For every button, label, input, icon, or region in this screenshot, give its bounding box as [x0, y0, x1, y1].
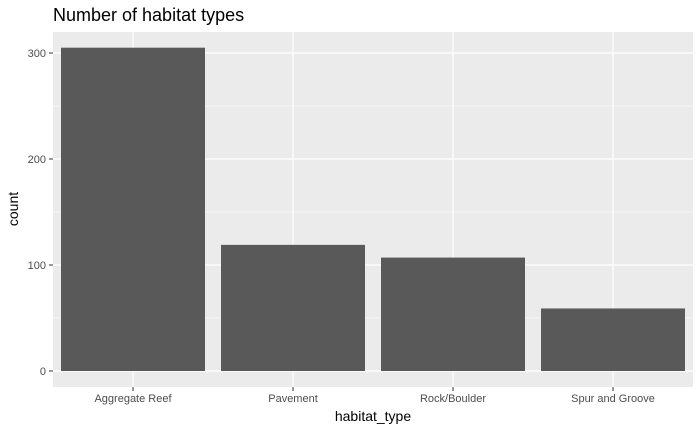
- y-axis: 0 100 200 300: [28, 48, 53, 378]
- bar: [541, 308, 685, 371]
- bars: [61, 47, 685, 371]
- y-tick-label: 300: [28, 48, 46, 60]
- bar: [221, 244, 365, 371]
- x-axis-title: habitat_type: [335, 408, 411, 424]
- x-tick-label: Rock/Boulder: [420, 393, 486, 405]
- x-axis: Aggregate Reef Pavement Rock/Boulder Spur a…: [94, 387, 655, 405]
- bar: [61, 47, 205, 371]
- y-tick-label: 0: [40, 366, 46, 378]
- y-axis-title: count: [5, 192, 21, 226]
- x-tick-label: Spur and Groove: [571, 393, 655, 405]
- y-tick-label: 200: [28, 154, 46, 166]
- bar: [381, 257, 525, 371]
- y-tick-label: 100: [28, 260, 46, 272]
- chart-title: Number of habitat types: [53, 5, 244, 25]
- x-tick-label: Aggregate Reef: [94, 393, 172, 405]
- x-tick-label: Pavement: [268, 393, 318, 405]
